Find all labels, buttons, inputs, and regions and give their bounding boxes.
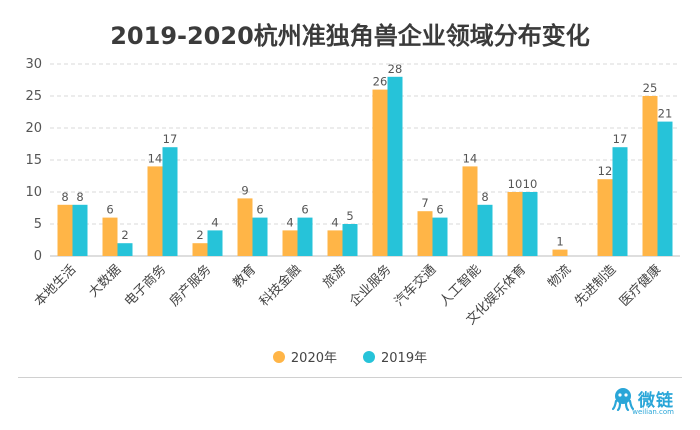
x-tick-label: 本地生活 <box>32 262 79 309</box>
data-label: 10 <box>508 177 523 191</box>
data-label: 8 <box>61 190 68 204</box>
bar-2019年-电子商务 <box>162 147 178 256</box>
chart-title: 2019-2020杭州准独角兽企业领域分布变化 <box>110 22 590 50</box>
x-tick-label: 旅游 <box>320 262 349 291</box>
data-label: 14 <box>463 151 478 165</box>
bar-2019年-先进制造 <box>612 147 628 256</box>
y-tick-label: 30 <box>25 57 42 72</box>
data-label: 10 <box>523 177 538 191</box>
bar-2020年-房产服务 <box>192 243 208 256</box>
data-label: 17 <box>163 132 178 146</box>
bar-2020年-大数据 <box>102 217 118 256</box>
bar-2019年-医疗健康 <box>657 121 673 256</box>
x-tick-label: 先进制造 <box>572 262 619 309</box>
data-label: 7 <box>421 196 428 210</box>
bar-2020年-旅游 <box>327 230 343 256</box>
legend-swatch-2019 <box>363 350 375 363</box>
data-label: 5 <box>346 209 353 223</box>
brand-name: 微链 <box>638 391 674 411</box>
data-label: 4 <box>331 215 338 229</box>
x-tick-label: 科技金融 <box>256 262 304 310</box>
data-label: 25 <box>643 81 658 95</box>
bar-2020年-物流 <box>552 249 568 256</box>
bar-2020年-企业服务 <box>372 89 388 256</box>
legend: 2020年 2019年 <box>0 347 700 366</box>
data-label: 1 <box>556 235 563 249</box>
data-label: 6 <box>436 203 443 217</box>
x-tick-label: 医疗健康 <box>616 262 664 310</box>
y-tick-label: 25 <box>25 89 42 104</box>
x-tick-label: 企业服务 <box>346 262 394 310</box>
bar-2019年-房产服务 <box>207 230 223 256</box>
data-label: 9 <box>241 183 248 197</box>
bar-2020年-本地生活 <box>57 204 73 256</box>
y-tick-label: 20 <box>25 121 42 136</box>
bar-2020年-文化娱乐体育 <box>507 192 523 256</box>
data-label: 4 <box>286 215 293 229</box>
data-label: 8 <box>76 190 83 204</box>
legend-label-2019: 2019年 <box>381 351 428 366</box>
bar-2019年-企业服务 <box>387 76 403 256</box>
x-tick-label: 汽车交通 <box>391 262 439 310</box>
data-label: 17 <box>613 132 628 146</box>
bar-2020年-先进制造 <box>597 179 613 256</box>
data-label: 6 <box>106 203 113 217</box>
bar-2020年-科技金融 <box>282 230 298 256</box>
legend-swatch-2020 <box>272 350 285 363</box>
bar-2019年-旅游 <box>342 224 358 256</box>
data-label: 8 <box>481 190 488 204</box>
data-label: 2 <box>196 228 203 242</box>
footer-divider <box>18 377 682 378</box>
y-tick-label: 10 <box>25 185 42 200</box>
x-tick-label: 物流 <box>545 262 574 291</box>
bar-2019年-教育 <box>252 217 268 256</box>
y-tick-label: 15 <box>25 153 42 168</box>
data-label: 12 <box>598 164 613 178</box>
data-label: 28 <box>388 62 403 76</box>
bar-2020年-教育 <box>237 198 253 256</box>
data-label: 6 <box>256 203 263 217</box>
bar-2019年-科技金融 <box>297 217 313 256</box>
x-tick-label: 电子商务 <box>121 262 169 310</box>
bar-2019年-汽车交通 <box>432 217 448 256</box>
bar-2019年-文化娱乐体育 <box>522 192 538 256</box>
x-tick-label: 教育 <box>230 262 260 292</box>
octopus-icon <box>612 387 634 411</box>
brand-site: weilian.com <box>632 408 674 416</box>
y-tick-label: 5 <box>34 217 42 232</box>
x-tick-label: 大数据 <box>86 262 124 300</box>
bar-2019年-大数据 <box>117 243 133 256</box>
x-tick-label: 房产服务 <box>166 262 214 310</box>
bar-2019年-本地生活 <box>72 204 88 256</box>
bar-2020年-汽车交通 <box>417 211 433 256</box>
legend-item-2020[interactable]: 2020年 <box>272 347 337 366</box>
data-label: 4 <box>211 215 218 229</box>
bar-2020年-电子商务 <box>147 166 163 256</box>
data-label: 6 <box>301 203 308 217</box>
bar-2020年-人工智能 <box>462 166 478 256</box>
bar-2020年-医疗健康 <box>642 96 658 256</box>
brand-logo[interactable]: 微链 weilian.com <box>612 386 674 416</box>
bar-2019年-人工智能 <box>477 204 493 256</box>
legend-item-2019[interactable]: 2019年 <box>363 347 427 366</box>
data-label: 26 <box>373 75 388 89</box>
legend-label-2020: 2020年 <box>290 351 337 366</box>
data-label: 21 <box>658 107 673 121</box>
data-label: 2 <box>121 228 128 242</box>
data-label: 14 <box>148 151 163 165</box>
y-tick-label: 0 <box>34 249 42 264</box>
